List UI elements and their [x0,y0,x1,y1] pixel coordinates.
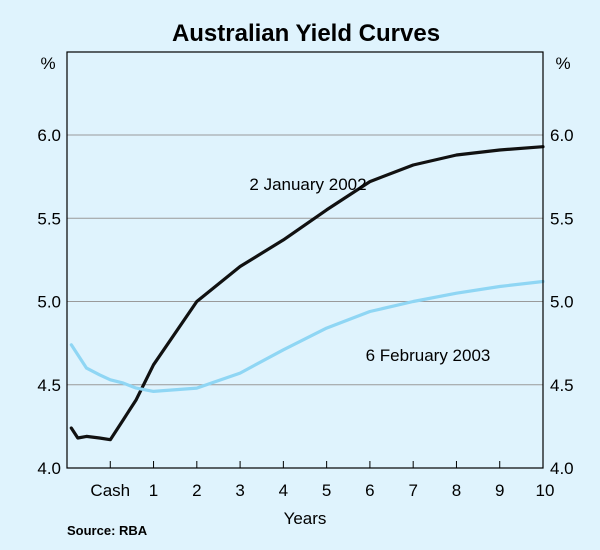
series-label-jan-2002: 2 January 2002 [249,175,366,194]
y-tick-label-right: 6.0 [550,126,574,145]
x-tick-label: 1 [149,481,158,500]
x-tick-label: 6 [365,481,374,500]
x-tick-label: 7 [408,481,417,500]
y-tick-label-left: 6.0 [37,126,61,145]
y-tick-label-left: 4.0 [37,459,61,478]
series-lines [69,145,545,442]
plot-border [66,51,544,469]
y-axis-unit-right: % [555,54,570,73]
chart-title: Australian Yield Curves [172,20,440,47]
y-tick-label-right: 4.0 [550,459,574,478]
y-tick-label-right: 5.0 [550,293,574,312]
y-tick-label-left: 4.5 [37,376,61,395]
x-tick-label: 9 [495,481,504,500]
series-line-jan-2002 [69,145,545,442]
source-note: Source: RBA [67,523,148,538]
y-tick-label-left: 5.5 [37,209,61,228]
x-axis-label: Years [284,509,327,528]
y-tick-label-left: 5.0 [37,293,61,312]
x-tick-label: 5 [322,481,331,500]
x-tick-label: 3 [235,481,244,500]
axis-ticks [109,461,544,468]
series-line-feb-2003 [69,279,545,393]
y-axis-unit-left: % [40,54,55,73]
x-tick-label: Cash [90,481,130,500]
series-label-feb-2003: 6 February 2003 [366,346,491,365]
tick-labels: 4.0 4.0 4.5 4.5 5.0 5.0 5.5 5.5 6.0 6.0 Cash 1 2 3 4 5 6… [37,126,573,500]
y-tick-label-right: 5.5 [550,209,574,228]
x-tick-label: 2 [192,481,201,500]
x-tick-label: 8 [452,481,461,500]
x-tick-label: 10 [536,481,555,500]
plot-area [67,52,543,468]
x-tick-label: 4 [279,481,288,500]
y-tick-label-right: 4.5 [550,376,574,395]
gridlines [67,134,543,386]
